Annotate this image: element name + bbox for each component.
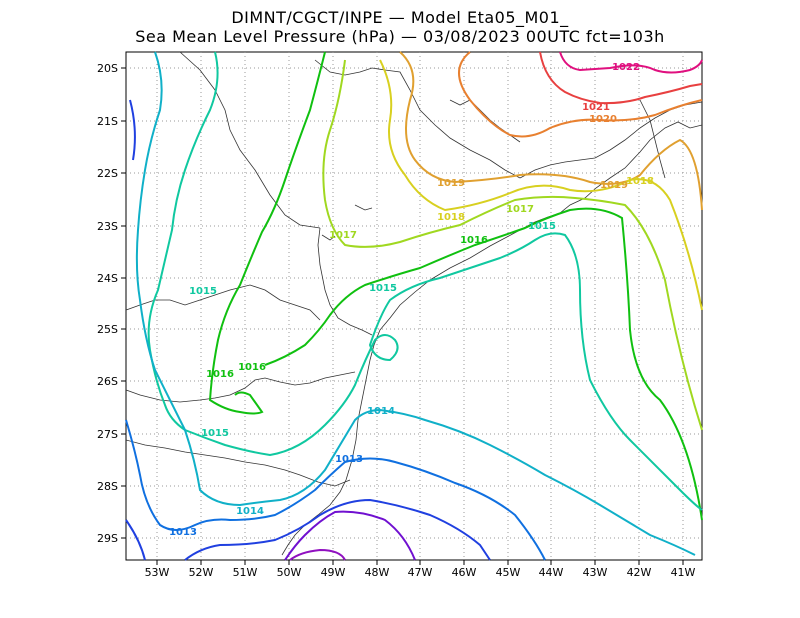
- lon-label: 52W: [189, 566, 214, 579]
- contour-label-1021: 1021: [582, 102, 610, 113]
- lat-label: 22S: [97, 167, 118, 180]
- graticule: [126, 52, 702, 560]
- contour-label-1019: 1019: [437, 178, 465, 189]
- lake: [321, 234, 336, 241]
- contour-label-1013: 1013: [335, 454, 363, 465]
- isobar-1021: [539, 51, 703, 105]
- lat-label: 24S: [97, 272, 118, 285]
- isobar-1018: [379, 59, 703, 311]
- contour-label-1018: 1018: [626, 176, 654, 187]
- contour-label-1020: 1020: [589, 114, 617, 125]
- chart-title-line-1: DIMNT/CGCT/INPE — Model Eta05_M01_: [231, 8, 569, 27]
- contour-label-1015: 1015: [528, 221, 556, 232]
- lon-label: 45W: [496, 566, 521, 579]
- isobar-1019: [399, 51, 703, 211]
- contour-label-1014: 1014: [236, 506, 264, 517]
- contour-label-1022: 1022: [612, 62, 640, 73]
- isobar-1022: [559, 51, 703, 74]
- border-rj-es: [639, 99, 666, 179]
- border-rs-sc: [125, 439, 351, 487]
- isobars: [125, 51, 703, 561]
- lat-label: 23S: [97, 220, 118, 233]
- contour-label-1017: 1017: [506, 204, 534, 215]
- contour-label-1017: 1017: [329, 230, 357, 241]
- contour-label-1014: 1014: [367, 406, 395, 417]
- border-paraguay: [125, 284, 321, 321]
- longitude-labels: 53W 52W 51W 50W 49W 48W 47W 46W 45W 44W …: [145, 566, 696, 579]
- lon-label: 43W: [583, 566, 608, 579]
- lat-label: 28S: [97, 480, 118, 493]
- lon-label: 53W: [145, 566, 170, 579]
- contour-label-1016: 1016: [238, 362, 266, 373]
- contour-label-1016: 1016: [206, 369, 234, 380]
- lon-label: 51W: [233, 566, 258, 579]
- lat-label: 20S: [97, 62, 118, 75]
- lon-label: 49W: [321, 566, 346, 579]
- lake: [354, 204, 373, 211]
- contour-label-1016: 1016: [460, 235, 488, 246]
- contour-labels: 1022 1021 1020 1019 1019 1018 1018 1017 …: [169, 62, 654, 538]
- contour-label-1015: 1015: [201, 428, 229, 439]
- isobar-1010: [289, 548, 346, 561]
- contour-label-1015: 1015: [369, 283, 397, 294]
- contour-label-1018: 1018: [437, 212, 465, 223]
- map-frame: [125, 51, 703, 561]
- chart-title-line-2: Sea Mean Level Pressure (hPa) — 03/08/20…: [135, 27, 665, 46]
- lat-label: 26S: [97, 375, 118, 388]
- border-pr-sp: [317, 227, 373, 336]
- contour-label-1015: 1015: [189, 286, 217, 297]
- lon-label: 50W: [277, 566, 302, 579]
- lon-label: 47W: [408, 566, 433, 579]
- lon-label: 42W: [627, 566, 652, 579]
- isobar-1020: [458, 51, 703, 138]
- lon-label: 48W: [365, 566, 390, 579]
- contour-label-1013: 1013: [169, 527, 197, 538]
- isobar-1017: [322, 59, 703, 431]
- isobar-1015: [147, 51, 703, 511]
- lon-label: 41W: [671, 566, 696, 579]
- latitude-labels: 20S 21S 22S 23S 24S 25S 26S 27S 28S 29S: [97, 62, 118, 545]
- border-brazil-paraguay-argentina: [125, 371, 356, 403]
- lat-label: 25S: [97, 323, 118, 336]
- isobar-1016: [208, 51, 703, 521]
- isobar-1014: [135, 51, 696, 556]
- lat-label: 29S: [97, 532, 118, 545]
- contour-label-1019: 1019: [600, 180, 628, 191]
- axis-ticks: [121, 67, 684, 565]
- border-sp-mg: [314, 59, 521, 179]
- isobar-1012: [125, 99, 491, 561]
- lon-label: 44W: [539, 566, 564, 579]
- lat-label: 27S: [97, 428, 118, 441]
- isobar-1011: [284, 510, 416, 561]
- lon-label: 46W: [452, 566, 477, 579]
- isobar-1013: [125, 419, 546, 561]
- coastline-borders: [125, 51, 703, 556]
- border-ms: [179, 51, 321, 229]
- lat-label: 21S: [97, 115, 118, 128]
